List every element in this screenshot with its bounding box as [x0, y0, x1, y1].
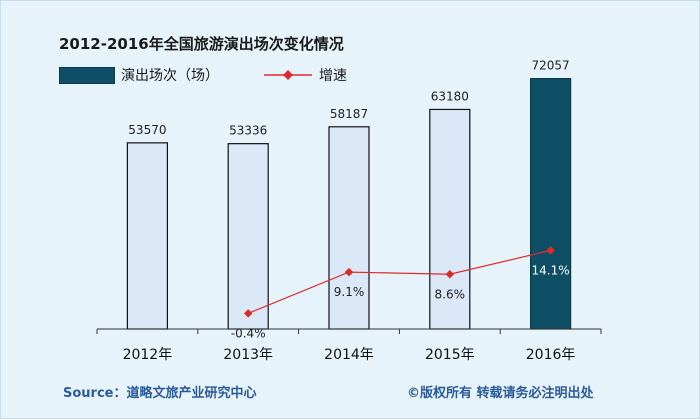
growth-label-1: -0.4% — [231, 326, 266, 340]
growth-label-2: 9.1% — [334, 285, 365, 299]
growth-point-3 — [445, 270, 455, 279]
growth-point-2 — [344, 267, 354, 277]
legend-line-entry: 增速 — [263, 65, 347, 85]
bar-value-label-1: 53336 — [229, 124, 267, 138]
footer-source: Source：道略文旅产业研究中心 — [63, 386, 257, 401]
legend-bar-entry: 演出场次（场） — [59, 65, 219, 85]
x-tick-label-1: 2013年 — [223, 347, 273, 363]
legend-line-label: 增速 — [319, 68, 347, 84]
bar-2 — [328, 126, 370, 330]
x-tick-label-2: 2014年 — [324, 347, 374, 363]
x-tick-label-0: 2012年 — [123, 347, 173, 363]
legend-bar-label: 演出场次（场） — [121, 68, 219, 84]
bar-value-label-0: 53570 — [128, 123, 166, 137]
growth-label-3: 8.6% — [435, 287, 466, 301]
footer-copyright: ©版权所有 转载请务必注明出处 — [407, 386, 594, 401]
chart-title: 2012-2016年全国旅游演出场次变化情况 — [59, 35, 344, 53]
x-tick-label-4: 2016年 — [526, 347, 576, 363]
bar-value-label-3: 63180 — [431, 89, 469, 103]
bar-1 — [227, 143, 269, 330]
bar-value-label-4: 72057 — [532, 59, 570, 73]
legend-line-marker — [264, 70, 312, 80]
growth-label-4: 14.1% — [532, 263, 570, 277]
bar-4 — [529, 78, 572, 330]
growth-point-1 — [243, 309, 253, 318]
bar-0 — [126, 142, 169, 330]
growth-line — [247, 249, 551, 314]
bar-3 — [429, 108, 471, 330]
bar-value-label-2: 58187 — [330, 107, 368, 121]
legend-bar-swatch — [59, 66, 115, 84]
x-tick-label-3: 2015年 — [425, 347, 475, 363]
